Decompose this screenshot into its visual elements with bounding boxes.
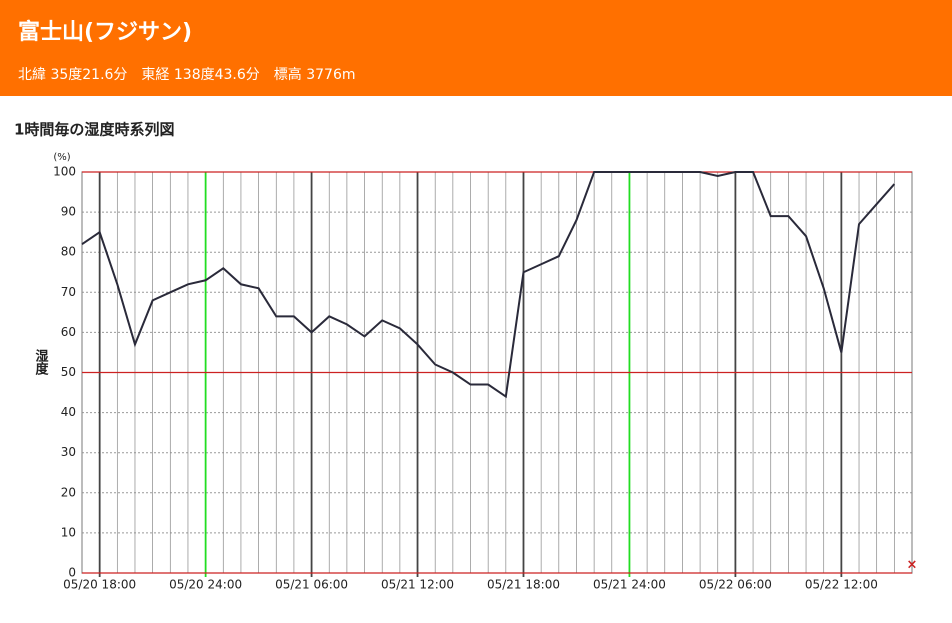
y-axis-label: 湿度 bbox=[33, 349, 49, 376]
y-unit: (%) bbox=[53, 152, 70, 163]
y-tick-label: 100 bbox=[53, 165, 76, 179]
y-tick-label: 80 bbox=[61, 245, 76, 259]
y-tick-label: 90 bbox=[61, 205, 76, 219]
y-tick-label: 30 bbox=[61, 445, 76, 459]
header: 富士山(フジサン) 北緯 35度21.6分 東経 138度43.6分 標高 37… bbox=[0, 0, 952, 96]
missing-marker: × bbox=[907, 558, 918, 573]
line bbox=[81, 171, 896, 399]
x-tick-label: 05/21 24:00 bbox=[593, 578, 666, 592]
chart-title: 1時間毎の湿度時系列図 bbox=[14, 121, 174, 139]
x-tick-label: 05/21 18:00 bbox=[487, 578, 560, 592]
chart: 1時間毎の湿度時系列図 (%) 湿度 0 10 20 30 40 50 60 70 80 90 10… bbox=[14, 121, 918, 592]
y-tick-label: 70 bbox=[61, 285, 76, 299]
x-tick-label: 05/20 24:00 bbox=[169, 578, 242, 592]
y-tick-label: 40 bbox=[61, 405, 76, 419]
subtitle: 北緯 35度21.6分 東経 138度43.6分 標高 3776m bbox=[18, 67, 356, 83]
y-tick-label: 60 bbox=[61, 325, 76, 339]
y-tick-label: 10 bbox=[61, 525, 76, 539]
x-tick-label: 05/22 06:00 bbox=[699, 578, 772, 592]
y-tick-label: 50 bbox=[61, 365, 76, 379]
y-tick-label: 20 bbox=[61, 485, 76, 499]
y-tick-label: 0 bbox=[68, 566, 76, 580]
title: 富士山(フジサン) bbox=[18, 20, 193, 45]
x-tick-label: 05/21 12:00 bbox=[381, 578, 454, 592]
x-tick-label: 05/20 18:00 bbox=[63, 578, 136, 592]
x-tick-label: 05/21 06:00 bbox=[275, 578, 348, 592]
x-tick-label: 05/22 12:00 bbox=[805, 578, 878, 592]
